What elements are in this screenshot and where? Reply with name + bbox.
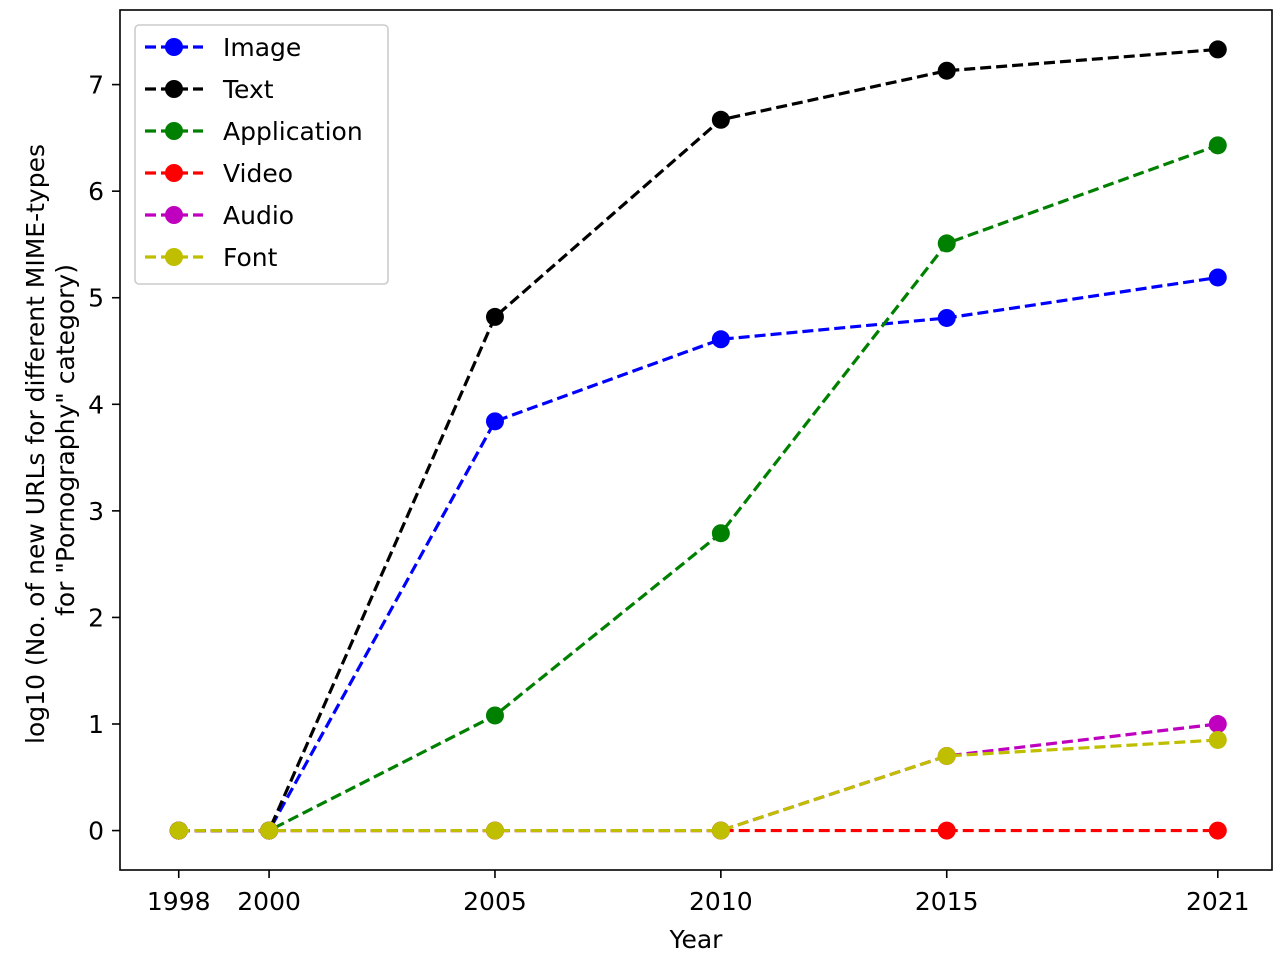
series-line [178,738,1218,833]
legend-marker [165,80,183,98]
x-tick-label: 2015 [915,887,979,916]
data-point [169,821,188,840]
legend-marker [165,248,183,266]
data-point [485,706,504,725]
data-point [711,524,730,543]
data-point [1208,136,1227,155]
y-tick-label: 1 [88,710,104,739]
x-tick-label: 2021 [1186,887,1250,916]
legend-marker [165,206,183,224]
data-point [1208,821,1227,840]
legend-item: Font [145,243,278,272]
legend-label: Image [223,33,301,62]
legend-label: Video [223,159,293,188]
legend-label: Audio [223,201,294,230]
legend-label: Text [222,75,274,104]
legend-label: Font [223,243,278,272]
data-point [711,330,730,349]
x-tick-label: 1998 [147,887,211,916]
y-axis: 0 1 2 3 4 5 6 7 [88,71,120,846]
data-point [485,412,504,431]
y-axis-label-line-1: log10 (No. of new URLs for different MIM… [21,144,50,744]
series-audio [169,715,1227,840]
y-tick-label: 5 [88,284,104,313]
plot-frame [119,9,1273,871]
y-tick-label: 7 [88,71,104,100]
data-point [1208,40,1227,59]
data-point [937,234,956,253]
y-tick-label: 4 [88,390,104,419]
data-point [937,61,956,80]
data-point [711,821,730,840]
y-tick-label: 2 [88,603,104,632]
y-tick-label: 0 [88,817,104,846]
legend-label: Application [223,117,363,146]
legend: Image Text Application Video Audio Font [134,24,389,285]
plot-lines [169,40,1227,840]
x-tick-label: 2010 [689,887,753,916]
legend-item: Audio [145,201,294,230]
y-tick-label: 3 [88,497,104,526]
x-tick-label: 2005 [463,887,527,916]
legend-marker [165,38,183,56]
x-axis: 1998 2000 2005 2010 2015 2021 [147,870,1250,916]
data-point [711,110,730,129]
series-line [178,275,1219,833]
series-font [169,730,1227,840]
data-point [260,821,279,840]
data-point [937,308,956,327]
data-point [1208,730,1227,749]
legend-item: Application [145,117,363,146]
data-point [1208,268,1227,287]
data-point [1208,715,1227,734]
data-point [485,821,504,840]
data-point [485,307,504,326]
y-tick-label: 6 [88,177,104,206]
legend-item: Text [145,75,274,104]
series-image [169,268,1227,840]
legend-marker [165,122,183,140]
y-axis-label: log10 (No. of new URLs for different MIM… [21,136,80,744]
series-line [178,143,1219,833]
series-line [178,722,1218,833]
data-point [937,821,956,840]
x-axis-label: Year [669,925,724,954]
y-axis-label-line-2: for "Pornography" category) [51,264,80,616]
data-point [937,746,956,765]
legend-marker [165,164,183,182]
series-line [178,47,1218,833]
x-tick-label: 2000 [237,887,301,916]
legend-item: Image [145,33,301,62]
legend-item: Video [145,159,293,188]
